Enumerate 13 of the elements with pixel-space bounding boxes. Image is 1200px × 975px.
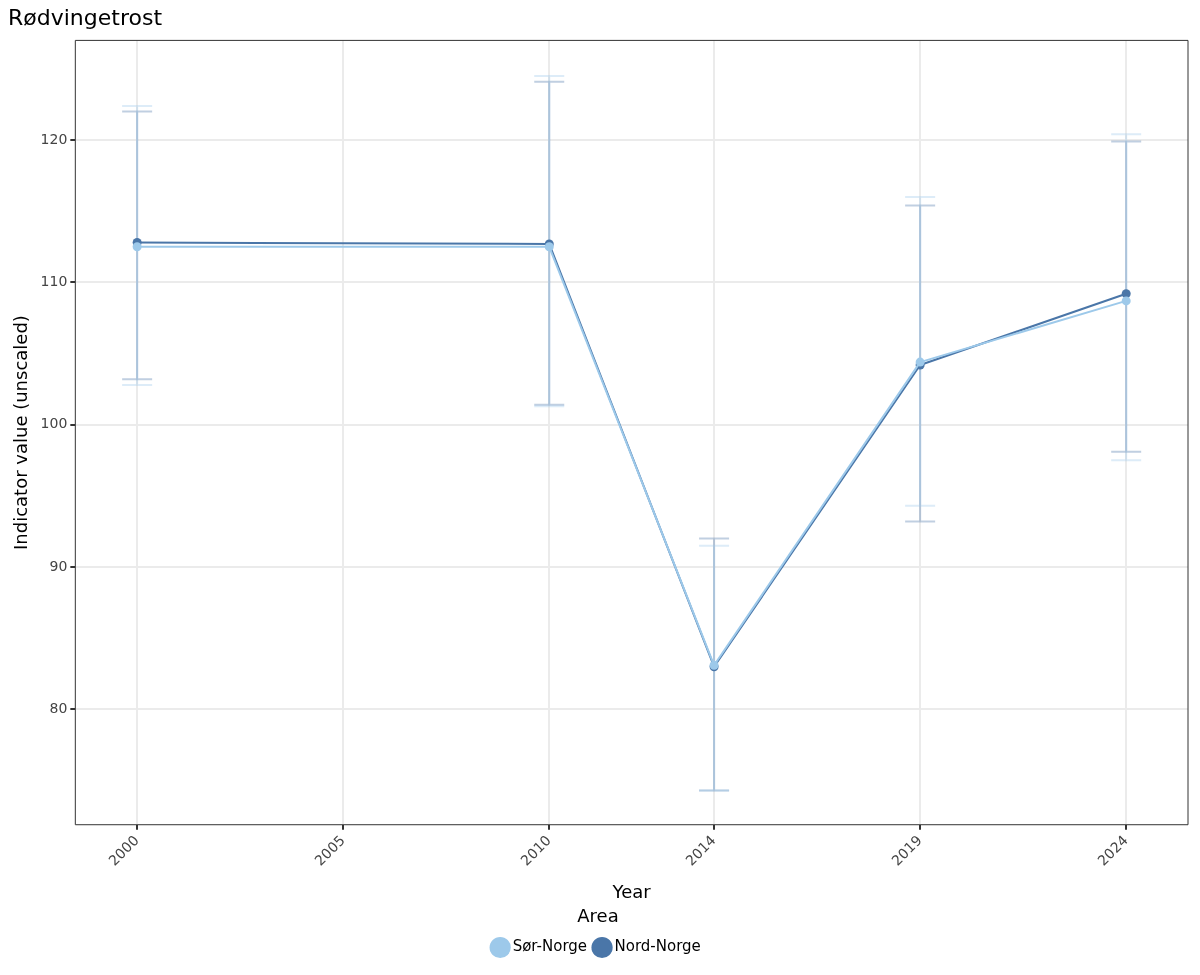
y-tick-label: 90 (49, 557, 68, 574)
legend-label: Sør-Norge (512, 937, 588, 956)
y-axis-title: Indicator value (unscaled) (10, 315, 32, 550)
x-axis-title: Year (611, 881, 652, 903)
legend-label: Nord-Norge (614, 937, 701, 956)
chart-title: Rødvingetrost (8, 4, 163, 30)
y-tick-label: 120 (40, 130, 68, 147)
y-tick-label: 80 (49, 700, 68, 717)
y-tick-label: 100 (40, 415, 68, 432)
legend-title: Area (577, 905, 619, 927)
y-tick-label: 110 (40, 273, 68, 290)
point (132, 242, 142, 252)
point (1121, 296, 1131, 306)
